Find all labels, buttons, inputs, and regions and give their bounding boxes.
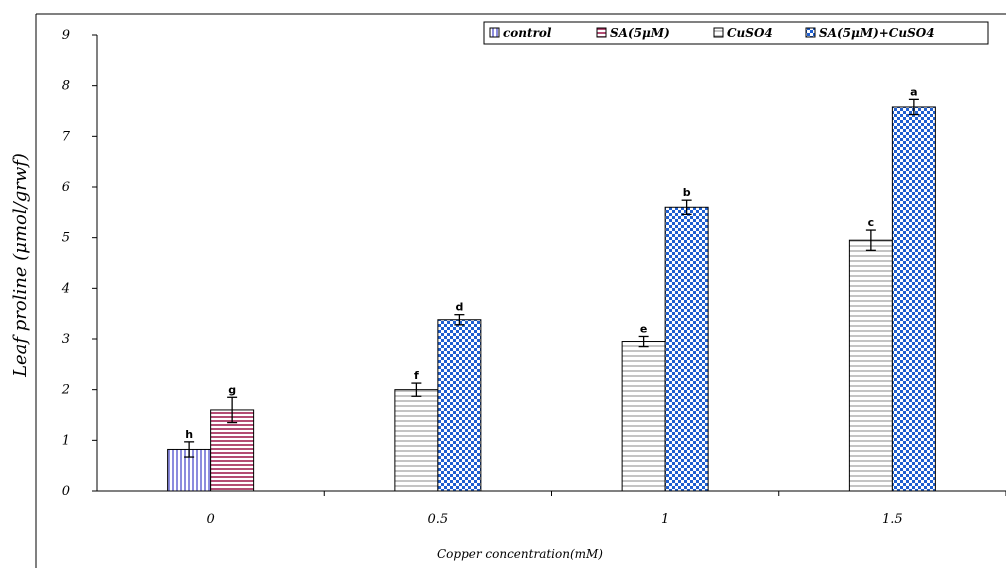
legend-swatch (489, 27, 500, 38)
y-axis-title: Leaf proline (μmol/grwf) (10, 153, 31, 378)
y-tick-label: 8 (62, 79, 70, 94)
significance-letter: h (185, 428, 193, 441)
x-ticks: 0 0.5 1 1.5 (206, 491, 1006, 527)
y-tick-label: 6 (62, 180, 70, 195)
significance-letters: h g f d e b c a (185, 85, 917, 441)
x-axis-title: Copper concentration(mM) (437, 547, 603, 561)
error-bars (184, 98, 919, 458)
significance-letter: a (910, 85, 917, 98)
significance-letter: f (414, 369, 419, 382)
y-tick-label: 7 (62, 129, 71, 144)
bar-cuso4-3 (848, 239, 893, 492)
legend: control SA(5μM) CuSO4 SA(5μM)+CuSO4 (483, 21, 989, 45)
legend-label: control (503, 26, 552, 40)
significance-letter: e (640, 322, 647, 335)
x-tick-label: 0 (206, 512, 214, 527)
bar-sa-5-m-cuso4-2 (664, 206, 709, 492)
legend-swatch (805, 27, 816, 38)
legend-swatch (713, 27, 724, 38)
y-ticks: 0 1 2 3 4 5 6 7 8 9 (61, 28, 97, 499)
bar-sa-5-m-cuso4-3 (891, 106, 936, 492)
y-tick-label: 0 (62, 484, 70, 499)
y-tick-label: 9 (62, 28, 70, 43)
legend-swatch (596, 27, 607, 38)
legend-label: CuSO4 (727, 26, 773, 40)
y-tick-label: 4 (61, 281, 70, 296)
y-tick-label: 1 (62, 433, 70, 448)
y-tick-label: 5 (62, 231, 70, 246)
significance-letter: g (228, 383, 236, 396)
bar-sa-5-m--0 (210, 409, 255, 492)
bar-sa-5-m-cuso4-1 (437, 319, 482, 492)
significance-letter: d (455, 301, 463, 314)
x-tick-label: 1 (661, 512, 669, 527)
y-tick-label: 3 (62, 332, 70, 347)
significance-letter: b (683, 186, 691, 199)
x-tick-label: 0.5 (428, 512, 449, 527)
significance-letter: c (868, 216, 875, 229)
bars (167, 106, 936, 492)
y-tick-label: 2 (61, 383, 70, 398)
bar-cuso4-2 (621, 341, 666, 492)
legend-box (483, 21, 989, 45)
bar-cuso4-1 (394, 389, 439, 492)
legend-label: SA(5μM)+CuSO4 (819, 26, 935, 40)
x-tick-label: 1.5 (882, 512, 903, 527)
legend-label: SA(5μM) (610, 26, 670, 40)
